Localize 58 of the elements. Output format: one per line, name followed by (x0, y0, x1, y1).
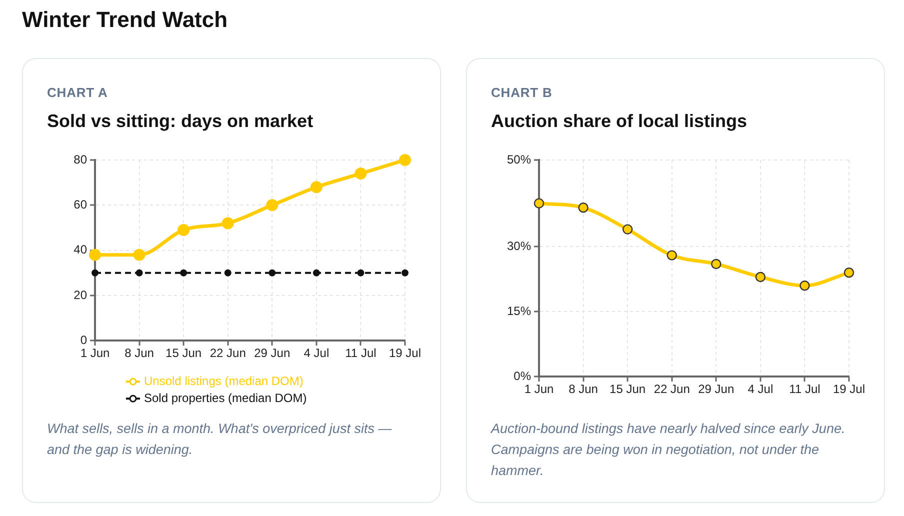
point (180, 269, 188, 276)
x-tick-label: 11 Jul (789, 382, 820, 396)
y-tick-label: 0 (80, 332, 88, 347)
x-tick-label: 29 Jun (254, 346, 290, 360)
point (133, 248, 146, 261)
chart-subtitle: CHART B (491, 85, 552, 101)
chart-subtitle: CHART A (47, 85, 108, 101)
x-tick-label: 19 Jul (832, 382, 866, 396)
chart-title: Auction share of local listings (491, 110, 748, 133)
point (622, 224, 633, 234)
y-tick-label: 20 (74, 288, 88, 302)
x-tick-label: 8 Jun (124, 346, 154, 360)
legend-label: Unsold listings (median DOM) (144, 374, 304, 388)
y-tick-label: 0% (514, 368, 532, 383)
point (402, 269, 408, 276)
y-tick-label: 40 (74, 242, 88, 257)
point (534, 198, 544, 208)
point (178, 224, 190, 236)
y-tick-label: 15% (506, 304, 532, 318)
point (92, 269, 98, 276)
point (578, 202, 588, 213)
point (136, 269, 143, 276)
x-tick-label: 8 Jun (568, 382, 598, 396)
point (89, 248, 101, 261)
point (357, 269, 364, 276)
text: Auction-bound listings have nearly halved since early June. Campaigns are being won in negotiation, not under the hammer. (491, 420, 846, 480)
x-tick-label: 15 Jun (610, 382, 646, 396)
point (310, 181, 322, 194)
x-tick-label: 4 Jul (304, 346, 330, 360)
chart-title: Sold vs sitting: days on market (47, 110, 314, 133)
point (755, 272, 766, 282)
point (312, 269, 320, 276)
x-tick-label: 29 Jun (698, 382, 734, 396)
text: What sells, sells in a month. What's overpriced just sits — and the gap is widening. (47, 420, 393, 459)
point (222, 217, 234, 230)
x-tick-label: 19 Jul (388, 346, 422, 360)
x-tick-label: 1 Jun (524, 382, 554, 396)
point (268, 269, 276, 276)
point (844, 268, 854, 278)
y-tick-label: 80 (74, 152, 88, 166)
y-tick-label: 50% (506, 152, 532, 166)
point (399, 154, 411, 166)
point (354, 168, 367, 180)
x-tick-label: 22 Jun (654, 382, 690, 396)
y-tick-label: 60 (74, 197, 88, 212)
point (800, 280, 810, 291)
x-tick-label: 22 Jun (210, 346, 246, 360)
x-tick-label: 4 Jul (748, 382, 774, 396)
x-tick-label: 11 Jul (345, 346, 376, 360)
x-tick-label: 1 Jun (80, 346, 110, 360)
point (224, 269, 232, 276)
y-tick-label: 30% (506, 238, 532, 253)
text: Winter Trend Watch (22, 6, 228, 34)
x-tick-label: 15 Jun (166, 346, 202, 360)
legend-label: Sold properties (median DOM) (144, 390, 307, 405)
point (711, 258, 722, 270)
point (266, 199, 278, 212)
point (666, 250, 677, 260)
